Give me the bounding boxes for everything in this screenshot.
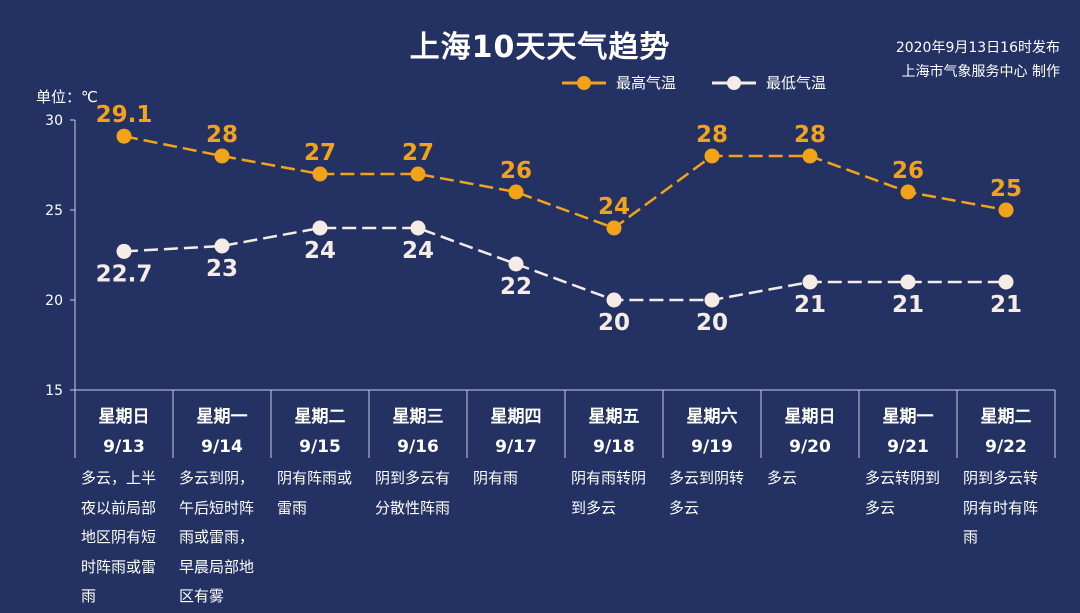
weekday-label: 星期日 bbox=[785, 407, 836, 427]
weather-description: 阴有阵雨或雷雨 bbox=[277, 469, 353, 517]
weather-description: 阴有雨转阴到多云 bbox=[571, 469, 647, 517]
legend-high-label: 最高气温 bbox=[616, 74, 677, 92]
weather-description: 阴到多云有分散性阵雨 bbox=[375, 469, 451, 517]
date-label: 9/13 bbox=[103, 437, 145, 457]
unit-label: 单位：℃ bbox=[36, 88, 98, 106]
weekday-label: 星期二 bbox=[295, 407, 346, 427]
high-temp-point bbox=[312, 166, 328, 182]
legend-low: 最低气温 bbox=[712, 72, 826, 93]
low-temp-point bbox=[410, 220, 426, 236]
low-temp-point bbox=[802, 274, 818, 290]
low-temp-label: 22 bbox=[500, 274, 532, 300]
low-temp-label: 23 bbox=[206, 256, 238, 282]
legend-high: 最高气温 bbox=[562, 72, 676, 93]
weekday-label: 星期二 bbox=[981, 407, 1032, 427]
page-title: 上海10天天气趋势 bbox=[409, 30, 671, 65]
high-temp-point bbox=[214, 148, 230, 164]
low-temp-label: 21 bbox=[990, 292, 1022, 318]
weather-description: 多云到阴转多云 bbox=[669, 469, 745, 517]
weather-description: 多云到阴，午后短时阵雨或雷雨，早晨局部地区有雾 bbox=[179, 469, 255, 605]
weekday-label: 星期一 bbox=[197, 407, 248, 427]
high-temp-point bbox=[802, 148, 818, 164]
weekday-label: 星期五 bbox=[589, 407, 640, 427]
low-temp-point bbox=[116, 243, 132, 259]
high-temp-point bbox=[900, 184, 916, 200]
date-label: 9/17 bbox=[495, 437, 537, 457]
high-temp-point bbox=[998, 202, 1014, 218]
y-tick-label: 20 bbox=[45, 293, 63, 309]
high-temp-label: 28 bbox=[206, 122, 238, 148]
y-tick-label: 25 bbox=[45, 203, 63, 219]
y-tick-label: 15 bbox=[45, 383, 63, 399]
low-temp-label: 20 bbox=[696, 310, 728, 336]
high-temp-label: 27 bbox=[304, 140, 336, 166]
high-temp-point bbox=[508, 184, 524, 200]
weather-description: 多云 bbox=[767, 469, 798, 487]
high-temp-line bbox=[123, 134, 1007, 230]
weekday-label: 星期六 bbox=[687, 406, 738, 427]
low-temp-point bbox=[704, 292, 720, 308]
high-temp-label: 28 bbox=[794, 122, 826, 148]
legend-high-marker bbox=[562, 75, 606, 90]
date-label: 9/20 bbox=[789, 437, 831, 457]
date-label: 9/18 bbox=[593, 437, 635, 457]
low-temp-label: 24 bbox=[402, 238, 434, 264]
date-label: 9/15 bbox=[299, 437, 341, 457]
low-temp-point bbox=[998, 274, 1014, 290]
low-temp-label: 22.7 bbox=[96, 261, 153, 287]
weekday-label: 星期一 bbox=[883, 407, 934, 427]
low-temp-label: 21 bbox=[794, 292, 826, 318]
publish-date: 2020年9月13日16时发布 bbox=[895, 40, 1060, 56]
date-label: 9/14 bbox=[201, 437, 243, 457]
legend-low-label: 最低气温 bbox=[766, 74, 827, 92]
date-label: 9/21 bbox=[887, 437, 929, 457]
low-temp-point bbox=[214, 238, 230, 254]
high-temp-label: 25 bbox=[990, 176, 1022, 202]
weekday-label: 星期四 bbox=[491, 407, 542, 427]
high-temp-label: 26 bbox=[500, 158, 532, 184]
high-temp-label: 28 bbox=[696, 122, 728, 148]
legend-low-marker bbox=[712, 75, 756, 90]
high-temp-point bbox=[704, 148, 720, 164]
weekday-label: 星期日 bbox=[99, 407, 150, 427]
low-temp-label: 20 bbox=[598, 310, 630, 336]
weather-description: 阴有雨 bbox=[473, 469, 519, 487]
high-temp-label: 26 bbox=[892, 158, 924, 184]
high-temp-label: 24 bbox=[598, 194, 630, 220]
high-temp-label: 29.1 bbox=[96, 102, 153, 128]
date-label: 9/19 bbox=[691, 437, 733, 457]
low-temp-point bbox=[900, 274, 916, 290]
low-temp-line bbox=[123, 226, 1006, 302]
weather-description: 阴到多云转阴有时有阵雨 bbox=[963, 469, 1039, 546]
low-temp-label: 21 bbox=[892, 292, 924, 318]
high-temp-label: 27 bbox=[402, 140, 434, 166]
publisher: 上海市气象服务中心 制作 bbox=[901, 64, 1060, 80]
weather-description: 多云转阴到多云 bbox=[865, 469, 941, 517]
date-label: 9/16 bbox=[397, 437, 439, 457]
low-temp-label: 24 bbox=[304, 238, 336, 264]
high-temp-point bbox=[410, 166, 426, 182]
y-tick-label: 30 bbox=[45, 113, 63, 129]
date-label: 9/22 bbox=[985, 437, 1027, 457]
weather-description: 多云，上半夜以前局部地区阴有短时阵雨或雷雨 bbox=[81, 469, 157, 605]
weekday-label: 星期三 bbox=[393, 407, 444, 427]
low-temp-point bbox=[508, 256, 524, 272]
low-temp-point bbox=[312, 220, 328, 236]
low-temp-point bbox=[606, 292, 622, 308]
high-temp-point bbox=[116, 128, 132, 144]
high-temp-point bbox=[606, 220, 622, 236]
